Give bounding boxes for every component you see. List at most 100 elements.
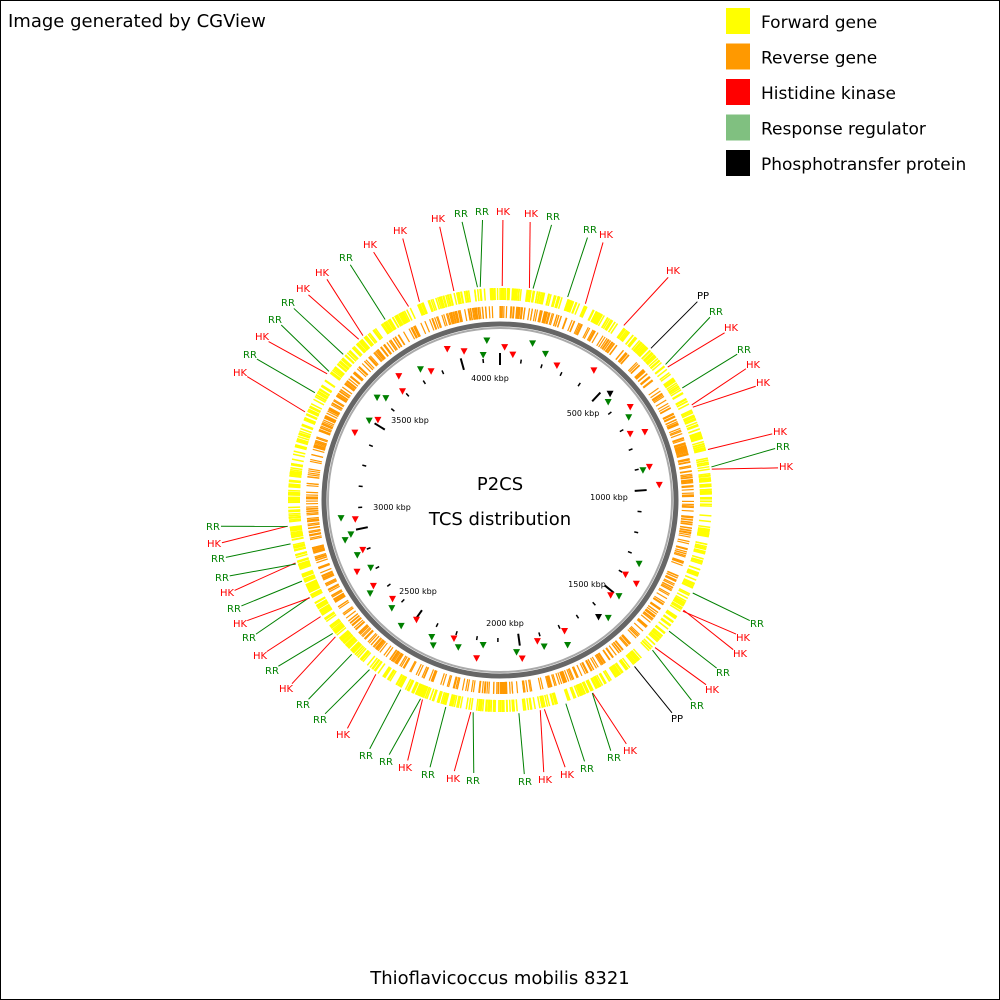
feature-leader [518,713,525,775]
reverse-gene [545,675,551,688]
forward-gene [691,557,704,562]
forward-gene [290,466,303,471]
forward-gene [614,663,623,674]
forward-gene [301,571,314,578]
forward-gene [299,564,312,571]
forward-gene [697,463,710,468]
reverse-gene [351,617,362,627]
forward-gene [289,472,302,476]
forward-gene [697,465,710,470]
reverse-gene [449,312,454,325]
forward-gene [332,368,344,377]
reverse-gene [348,378,359,387]
forward-gene [314,596,326,605]
feature-marker [590,367,598,374]
reverse-gene [322,573,335,580]
reverse-gene [614,640,624,651]
forward-gene [665,611,677,620]
forward-gene [455,695,460,708]
forward-gene [690,434,703,441]
reverse-gene [665,575,677,582]
forward-gene [404,678,412,691]
feature-marker [606,390,614,398]
forward-gene [692,443,705,448]
reverse-gene [375,350,384,361]
forward-gene [689,431,702,437]
scale-label: 3500 kbp [391,416,429,425]
reverse-gene [341,386,353,395]
forward-gene [292,453,305,458]
forward-gene [593,312,601,324]
forward-gene [289,473,302,477]
reverse-gene [669,429,682,435]
forward-gene [371,659,381,670]
reverse-gene [327,583,339,591]
forward-gene [693,444,706,450]
forward-gene [671,601,683,609]
reverse-gene [672,557,685,563]
reverse-gene [629,626,640,637]
forward-gene [465,697,469,710]
forward-gene [456,292,461,305]
reverse-gene [606,342,615,354]
feature-marker [337,515,345,522]
scale-tick [619,428,624,433]
reverse-gene [328,584,340,591]
forward-gene [387,319,395,331]
forward-gene [585,680,592,692]
reverse-gene [521,680,525,693]
reverse-gene [573,322,580,335]
feature-label: HK [233,619,248,630]
reverse-gene [321,571,334,578]
reverse-gene [403,331,411,343]
feature-label: RR [583,225,597,236]
reverse-gene [517,306,520,319]
forward-gene [334,624,345,634]
forward-gene [419,303,426,316]
reverse-gene [324,578,337,585]
feature-label: RR [379,757,393,768]
forward-gene [441,692,447,705]
scale-tick [627,550,632,554]
forward-gene [313,398,325,406]
forward-gene [340,631,351,641]
reverse-gene [677,459,690,463]
reverse-gene [681,515,694,518]
forward-gene [427,300,433,313]
forward-gene [365,335,375,346]
reverse-gene [328,409,340,416]
reverse-gene [428,669,435,681]
feature-leader [347,674,377,729]
forward-gene [581,306,588,318]
feature-leader [539,710,545,773]
feature-marker [416,366,424,373]
forward-gene [677,403,690,411]
reverse-gene [431,670,437,682]
forward-gene [595,314,604,326]
reverse-gene [420,322,427,335]
forward-gene [674,596,686,604]
reverse-gene [511,306,515,319]
feature-leader [407,699,423,761]
reverse-gene [539,677,544,690]
reverse-gene [680,522,693,526]
reverse-gene [456,677,461,690]
feature-leader [308,294,360,340]
forward-gene [382,666,391,678]
reverse-gene [331,589,343,597]
forward-gene [604,669,612,681]
reverse-gene [510,306,513,319]
reverse-gene [665,419,677,426]
forward-gene [398,313,406,325]
feature-marker [460,348,468,355]
forward-gene [387,669,396,681]
feature-marker [529,340,537,347]
reverse-gene [681,509,694,512]
reverse-gene [447,313,452,325]
scale-tick [540,364,543,369]
feature-label: HK [253,651,268,662]
feature-leader [373,251,409,307]
forward-gene [672,391,684,400]
feature-leader [221,525,288,544]
reverse-gene [677,540,690,545]
